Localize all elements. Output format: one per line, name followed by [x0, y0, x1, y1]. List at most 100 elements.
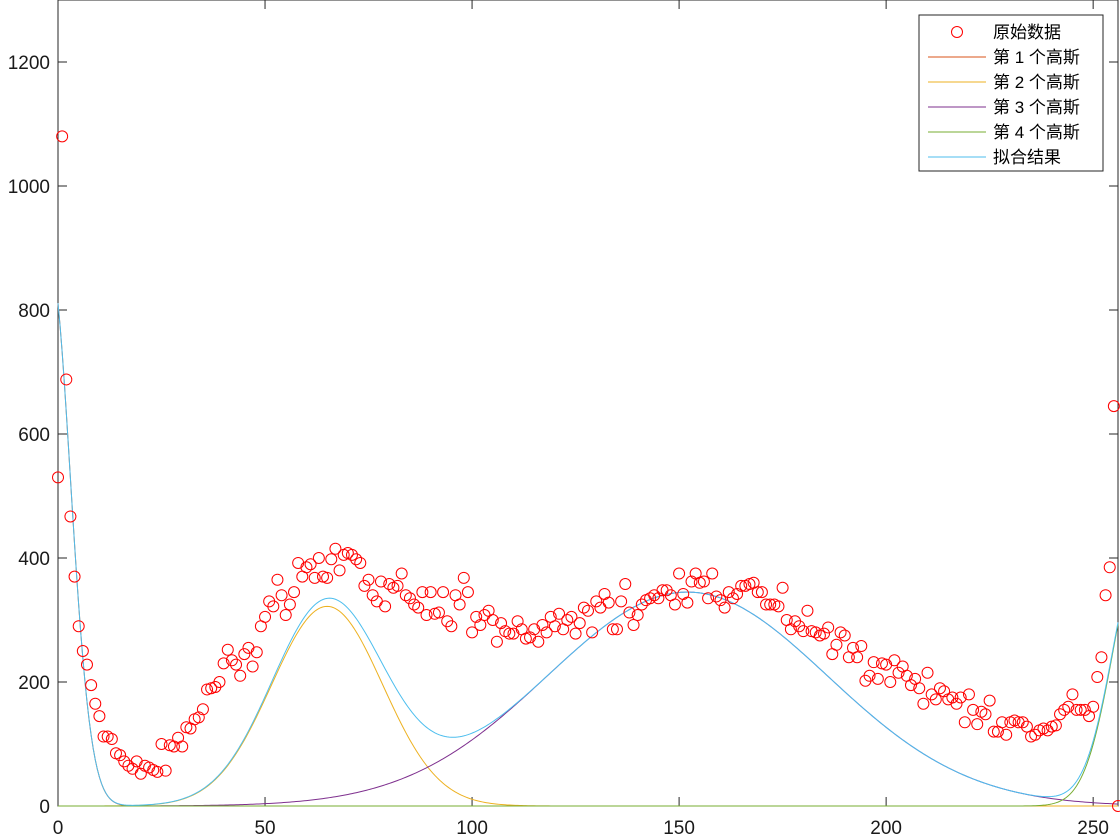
- legend-box: [918, 14, 1104, 172]
- data-point: [888, 654, 901, 667]
- data-point: [917, 697, 930, 710]
- data-point: [97, 730, 110, 743]
- data-point: [582, 604, 594, 617]
- data-point: [797, 625, 810, 638]
- data-point: [279, 609, 292, 622]
- data-point: [230, 658, 243, 671]
- data-point: [192, 711, 205, 724]
- data-point: [967, 703, 980, 716]
- data-point: [267, 600, 280, 613]
- data-point: [1062, 700, 1075, 713]
- data-point: [532, 635, 545, 648]
- data-point: [76, 645, 89, 657]
- data-point: [1020, 720, 1033, 733]
- data-point: [958, 716, 971, 729]
- data-point: [830, 638, 843, 651]
- data-point: [1103, 561, 1116, 574]
- y-tick-label: 1200: [8, 53, 50, 74]
- data-point: [602, 596, 615, 609]
- data-point: [354, 556, 367, 569]
- data-point: [1029, 728, 1042, 741]
- data-point: [474, 618, 487, 631]
- data-point: [884, 676, 897, 688]
- series-line: [57, 303, 1119, 806]
- legend-marker: [951, 26, 963, 38]
- y-tick-label: 0: [39, 797, 50, 818]
- data-point: [772, 600, 785, 613]
- data-point: [1095, 651, 1108, 664]
- x-tick-label: 100: [456, 818, 488, 839]
- data-point: [838, 629, 851, 642]
- data-point: [283, 598, 296, 611]
- data-point: [246, 660, 259, 673]
- data-point: [383, 578, 396, 591]
- data-point: [114, 749, 127, 762]
- data-point: [72, 620, 85, 633]
- data-point: [913, 682, 926, 695]
- data-point: [644, 592, 657, 605]
- data-point: [300, 561, 313, 574]
- data-point: [1016, 716, 1029, 729]
- data-point: [755, 586, 768, 599]
- data-point: [350, 553, 363, 566]
- data-point: [735, 579, 748, 592]
- data-point: [851, 651, 864, 664]
- data-point: [155, 738, 168, 750]
- series-layer: [57, 303, 1119, 807]
- data-point: [1112, 800, 1120, 812]
- data-point: [590, 595, 603, 608]
- data-point: [93, 710, 106, 723]
- data-point: [105, 733, 118, 746]
- y-tick-label: 400: [18, 549, 50, 570]
- data-point: [325, 553, 338, 566]
- legend-label: 第 2 个高斯: [993, 73, 1080, 92]
- data-point: [80, 658, 93, 671]
- data-point: [983, 694, 996, 707]
- data-point: [706, 567, 719, 580]
- data-point: [85, 679, 98, 692]
- data-point: [702, 592, 715, 605]
- x-axis: 0 50 100 150 200 250: [53, 0, 1109, 839]
- x-tick-label: 50: [254, 818, 275, 839]
- data-point: [486, 614, 499, 626]
- data-point: [176, 740, 189, 753]
- data-point: [234, 669, 247, 682]
- data-point: [321, 571, 334, 584]
- data-point: [619, 578, 632, 591]
- data-point: [217, 657, 230, 670]
- data-point: [615, 595, 628, 608]
- data-point: [362, 573, 375, 586]
- data-point: [151, 765, 164, 778]
- data-point: [52, 471, 64, 484]
- data-point: [470, 610, 483, 623]
- data-point: [921, 666, 934, 679]
- y-tick-label: 1000: [8, 177, 50, 198]
- data-point: [764, 598, 777, 611]
- data-point: [834, 626, 847, 639]
- data-point: [697, 575, 710, 588]
- data-point: [503, 627, 516, 640]
- data-point: [271, 573, 284, 586]
- scatter-layer: [52, 130, 1120, 812]
- data-point: [366, 589, 379, 602]
- data-point: [722, 586, 735, 599]
- data-point: [987, 725, 1000, 738]
- data-point: [731, 587, 744, 600]
- data-point: [511, 615, 524, 628]
- data-point: [358, 579, 371, 592]
- data-point: [250, 646, 263, 659]
- y-tick-label: 200: [18, 673, 50, 694]
- data-point: [1087, 700, 1100, 713]
- data-point: [784, 623, 797, 636]
- legend-label: 第 3 个高斯: [993, 98, 1080, 117]
- data-point: [275, 589, 288, 602]
- data-point: [904, 679, 917, 692]
- data-point: [871, 672, 884, 685]
- data-point: [308, 571, 321, 584]
- data-point: [718, 601, 731, 614]
- data-point: [412, 601, 425, 614]
- data-point: [408, 598, 421, 611]
- data-point: [1091, 671, 1104, 684]
